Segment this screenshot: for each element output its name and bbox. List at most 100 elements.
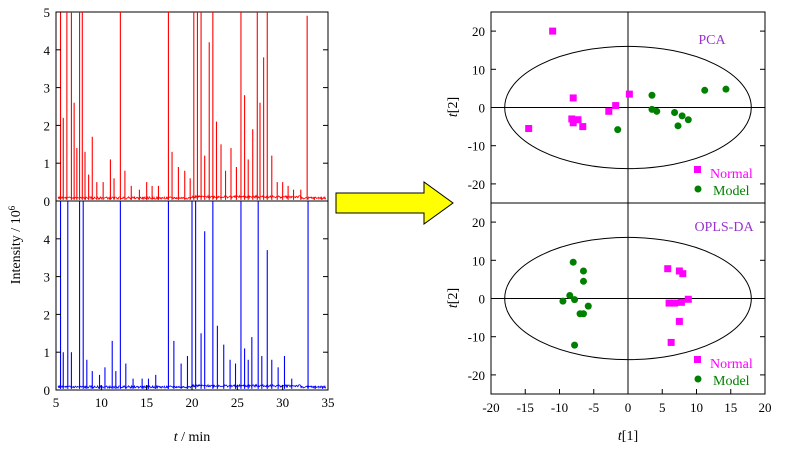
y-tick-label: 0 (479, 292, 486, 307)
normal-point (525, 125, 533, 133)
normal-point (579, 123, 587, 131)
pca-legend-model-marker (694, 185, 702, 193)
chromatogram-bottom: 0 1 2 3 4 5 10 15 20 25 30 35 (44, 200, 335, 410)
normal-point (667, 338, 675, 346)
model-point (571, 296, 579, 304)
score-x-axis: -20 -15 -10 -5 0 5 10 15 20 (482, 389, 772, 415)
chromatogram-bottom-y-axis: 0 1 2 3 4 (44, 232, 328, 398)
opls-da-legend-normal-marker (694, 356, 701, 363)
normal-point (549, 27, 557, 35)
model-point (579, 267, 587, 275)
model-point (579, 277, 587, 285)
normal-point (605, 107, 613, 115)
y-tick-label: -10 (468, 139, 485, 154)
normal-point (677, 298, 685, 306)
normal-point (665, 299, 673, 307)
model-point (671, 108, 679, 116)
x-tick-label: -20 (482, 400, 499, 415)
model-point (678, 112, 686, 120)
y-tick-label: 5 (44, 5, 51, 20)
x-tick-label: -15 (517, 400, 534, 415)
normal-point (684, 295, 692, 303)
model-point (684, 116, 692, 124)
pca-legend-normal-label: Normal (710, 167, 753, 182)
y-tick-label: 4 (44, 232, 51, 247)
y-tick-label: -20 (468, 368, 485, 383)
model-point (701, 86, 709, 94)
y-tick-label: 0 (44, 383, 51, 398)
y-tick-label: 0 (479, 101, 486, 116)
model-point (653, 107, 661, 115)
y-tick-label: 10 (472, 62, 485, 77)
chromatogram-x-axis-label: t / min (174, 430, 211, 445)
opls-da-y-axis: 20 10 0 -10 -20 (468, 215, 765, 383)
chromatogram-x-axis: 5 10 15 20 25 30 35 (53, 385, 335, 410)
opls-da-confidence-ellipse (504, 236, 752, 361)
x-tick-label: 20 (759, 400, 772, 415)
opls-da-y-axis-label: t[2] (446, 288, 461, 308)
model-point (722, 85, 730, 93)
pca-legend-model-label: Model (713, 184, 750, 199)
y-tick-label: 1 (44, 345, 51, 360)
model-point (569, 258, 577, 266)
model-point (559, 297, 567, 305)
normal-point (664, 265, 672, 273)
opls-da-legend-normal-label: Normal (710, 357, 753, 372)
chromatogram-top: 0 1 2 3 4 5 (44, 5, 329, 209)
model-point (648, 91, 656, 99)
y-tick-label: 20 (472, 215, 485, 230)
chromatogram-y-axis-label: Intensity / 106 (7, 205, 24, 284)
pca-legend-normal-marker (694, 166, 701, 173)
y-tick-label: 4 (44, 43, 51, 58)
pca-plot: 20 10 0 -10 -20 PCA Normal Model (468, 11, 766, 204)
x-tick-label: 25 (231, 395, 244, 410)
y-tick-label: 3 (44, 270, 51, 285)
normal-point (671, 299, 679, 307)
x-tick-label: 10 (690, 400, 703, 415)
x-tick-label: 0 (625, 400, 632, 415)
opls-da-legend-model-marker (694, 375, 702, 383)
model-point (571, 341, 579, 349)
opls-da-legend-model-label: Model (713, 374, 750, 389)
y-tick-label: 0 (44, 194, 51, 209)
y-tick-label: 2 (44, 307, 51, 322)
chromatogram-bottom-trace (57, 201, 327, 390)
normal-point (679, 270, 687, 278)
chromatogram-top-trace (57, 12, 327, 201)
normal-point (569, 119, 577, 127)
pca-confidence-ellipse (504, 45, 752, 170)
x-tick-label: 20 (186, 395, 199, 410)
y-tick-label: -20 (468, 177, 485, 192)
normal-point (612, 102, 620, 110)
normal-point (568, 115, 576, 123)
x-tick-label: 5 (659, 400, 666, 415)
model-point (579, 310, 587, 318)
normal-point (574, 116, 582, 124)
opls-da-title: OPLS-DA (694, 220, 754, 235)
model-point (566, 291, 574, 299)
y-tick-label: 10 (472, 253, 485, 268)
pca-title: PCA (698, 33, 726, 48)
model-point (614, 126, 622, 134)
pca-y-axis-label: t[2] (446, 97, 461, 117)
normal-point (569, 94, 577, 102)
model-point (584, 302, 592, 310)
y-tick-label: 1 (44, 156, 51, 171)
y-tick-label: 2 (44, 118, 51, 133)
opls-da-points (559, 258, 692, 349)
y-tick-label: -10 (468, 330, 485, 345)
x-tick-label: -10 (551, 400, 568, 415)
pca-points (525, 27, 730, 134)
chromatogram-baseline (57, 194, 327, 201)
x-tick-label: 30 (276, 395, 289, 410)
y-tick-label: 20 (472, 24, 485, 39)
x-tick-label: 35 (322, 395, 335, 410)
x-tick-label: -5 (588, 400, 599, 415)
pca-y-axis: 20 10 0 -10 -20 (468, 24, 765, 192)
y-tick-label: 3 (44, 81, 51, 96)
x-tick-label: 5 (53, 395, 60, 410)
score-x-axis-label: t[1] (618, 429, 638, 444)
x-tick-label: 15 (140, 395, 153, 410)
